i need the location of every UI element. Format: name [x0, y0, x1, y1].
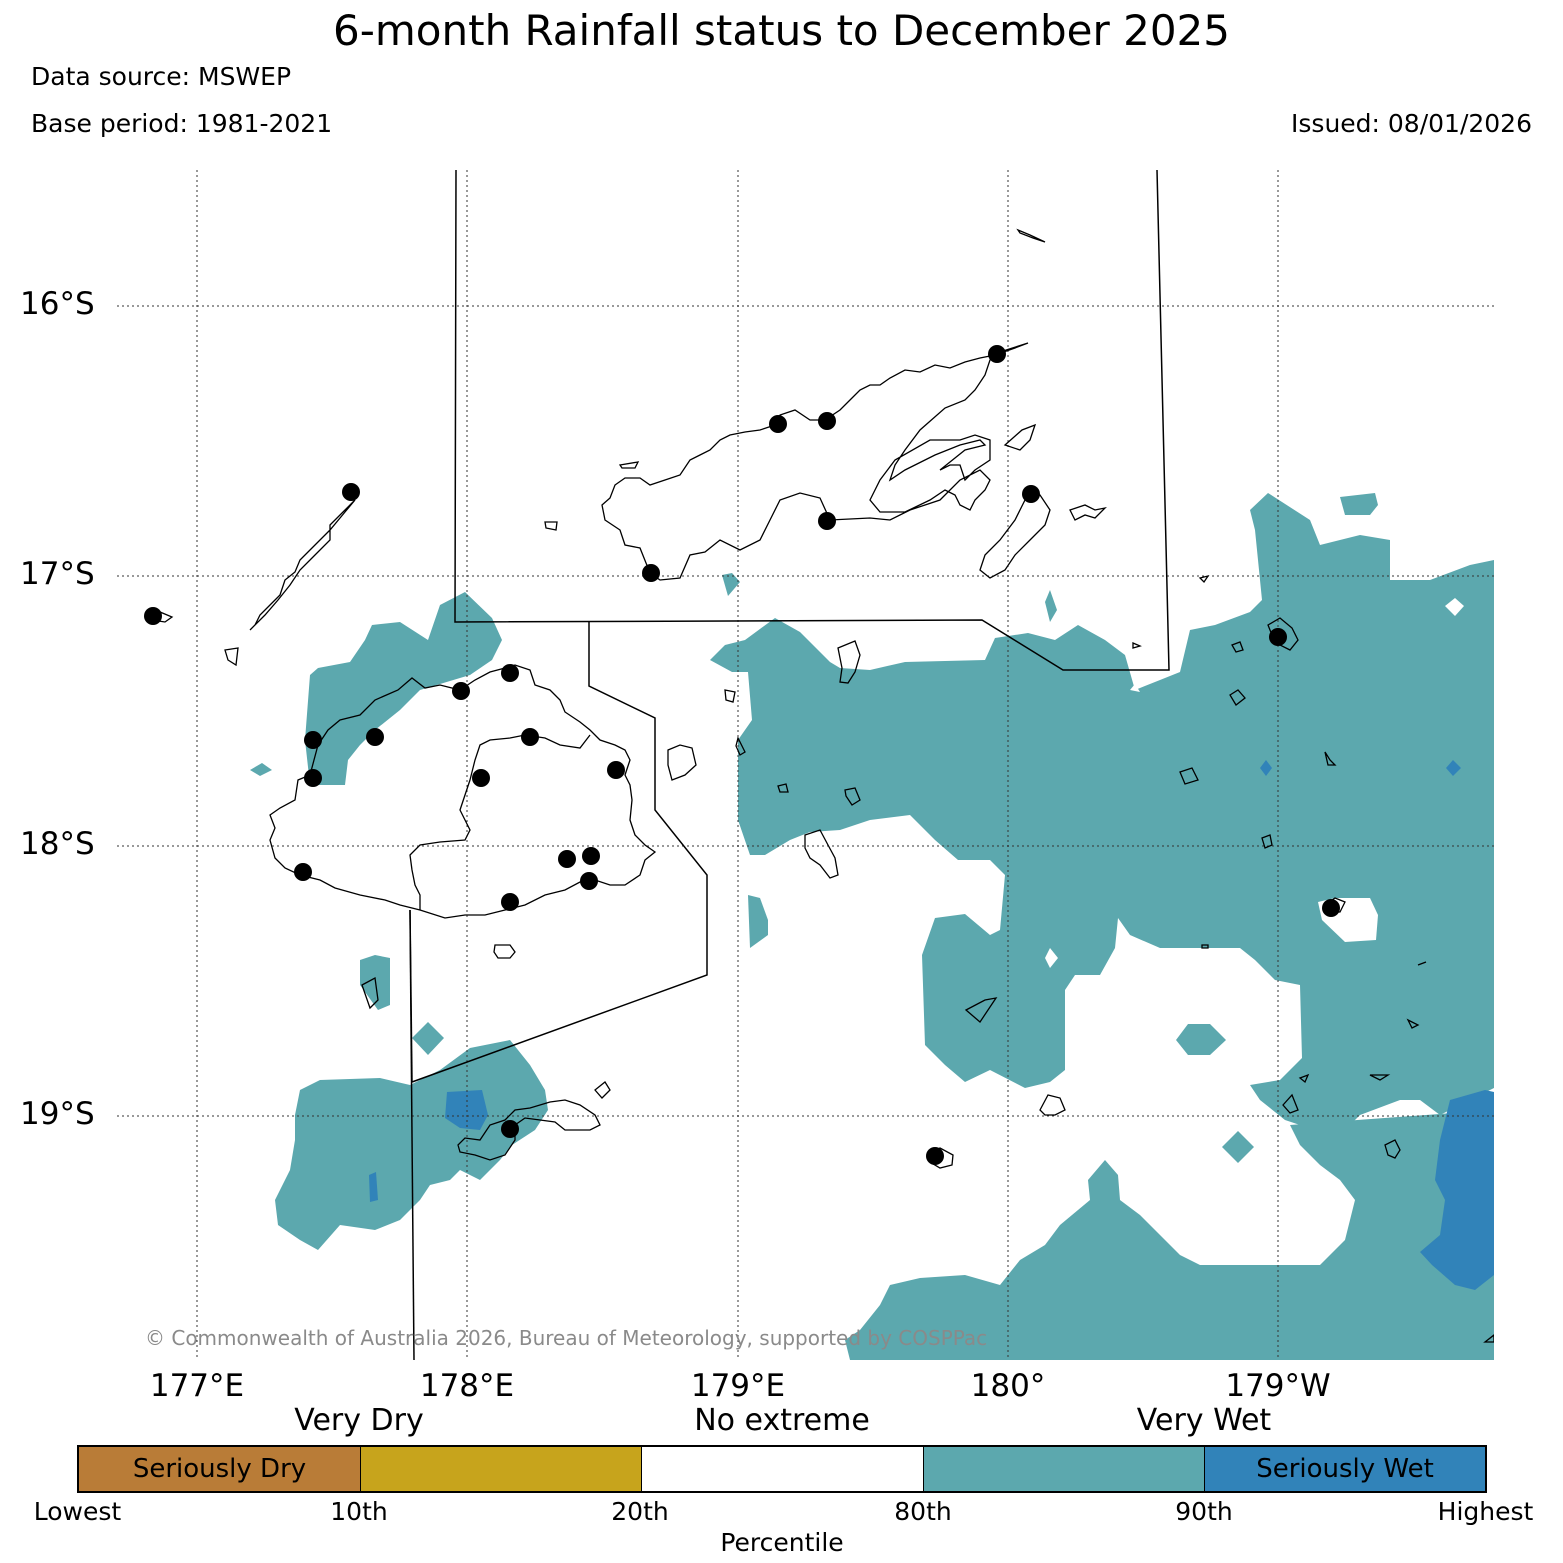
map-title: 6-month Rainfall status to December 2025 — [333, 6, 1230, 55]
wet-region-patch-a — [722, 573, 740, 596]
lat-label-18s: 18°S — [20, 826, 95, 862]
station-marker — [1322, 899, 1340, 917]
lon-label-180: 180° — [970, 1368, 1046, 1404]
very-wet-regions — [250, 493, 1494, 1360]
legend-seg-very-dry — [361, 1447, 642, 1491]
station-marker — [294, 863, 312, 881]
data-source-label: Data source: MSWEP — [31, 62, 292, 91]
legend-group-very-dry: Very Dry — [294, 1403, 424, 1438]
pct-80th: 80th — [894, 1497, 952, 1526]
station-marker — [452, 682, 470, 700]
lat-label-17s: 17°S — [20, 556, 95, 592]
wet-region-east-main — [710, 493, 1494, 1145]
pct-20th: 20th — [611, 1497, 669, 1526]
station-marker — [521, 728, 539, 746]
legend-group-no-extreme: No extreme — [694, 1403, 870, 1438]
wet-region-patch-c — [748, 895, 768, 948]
station-marker — [926, 1147, 944, 1165]
wet-region-east-top — [1340, 493, 1378, 515]
viti-levu-coast — [269, 664, 657, 919]
station-marker — [1269, 628, 1287, 646]
station-marker — [144, 607, 162, 625]
station-marker — [607, 761, 625, 779]
wet-region-patch-g — [1222, 1131, 1254, 1163]
station-marker — [818, 412, 836, 430]
coastlines — [149, 228, 1494, 1343]
lat-label-19s: 19°S — [20, 1096, 95, 1132]
lon-label-177e: 177°E — [149, 1368, 245, 1404]
station-marker — [580, 872, 598, 890]
legend-seg-seriously-dry: Seriously Dry — [79, 1447, 361, 1491]
station-marker — [501, 1120, 519, 1138]
pct-90th: 90th — [1175, 1497, 1233, 1526]
legend-axis-label: Percentile — [720, 1528, 844, 1557]
graticule — [117, 170, 1494, 1360]
legend-seg-very-wet — [924, 1447, 1205, 1491]
station-marker — [472, 769, 490, 787]
base-period-label: Base period: 1981-2021 — [31, 109, 333, 138]
wet-region-southeast — [845, 1110, 1494, 1360]
station-marker — [582, 847, 600, 865]
station-marker — [988, 345, 1006, 363]
copyright-credit: © Commonwealth of Australia 2026, Bureau… — [145, 1326, 988, 1350]
legend-seg-seriously-wet: Seriously Wet — [1205, 1447, 1485, 1491]
legend-seg-no-extreme — [642, 1447, 924, 1491]
wet-region-west-viti — [305, 592, 502, 785]
pct-lowest: Lowest — [33, 1497, 122, 1526]
wet-region-patch-f — [1176, 1024, 1226, 1055]
rain-stations — [144, 345, 1340, 1165]
viti-levu-interior — [409, 734, 591, 910]
station-marker — [501, 664, 519, 682]
station-marker — [304, 731, 322, 749]
wet-region-patch-b — [1045, 590, 1057, 622]
station-marker — [304, 769, 322, 787]
wet-region-small-west — [250, 763, 272, 776]
lat-label-16s: 16°S — [20, 286, 95, 322]
taveuni-coast — [979, 494, 1051, 579]
station-marker — [366, 728, 384, 746]
pct-10th: 10th — [330, 1497, 388, 1526]
wet-region-patch-e — [412, 1022, 444, 1055]
station-marker — [342, 483, 360, 501]
station-marker — [501, 893, 519, 911]
station-marker — [1022, 485, 1040, 503]
vanua-levu-coast — [601, 342, 1029, 581]
issued-date-label: Issued: 08/01/2026 — [1291, 109, 1532, 138]
station-marker — [769, 415, 787, 433]
lon-label-179w: 179°W — [1225, 1368, 1331, 1404]
lon-label-179e: 179°E — [690, 1368, 786, 1404]
pct-highest: Highest — [1437, 1497, 1534, 1526]
legend-colorbar: Seriously Dry Seriously Wet — [77, 1445, 1487, 1493]
station-marker — [642, 564, 660, 582]
station-marker — [818, 512, 836, 530]
seriously-wet-regions — [369, 760, 1494, 1290]
seriously-wet-east — [1420, 1090, 1494, 1290]
lon-label-178e: 178°E — [419, 1368, 515, 1404]
division-boundaries — [409, 170, 1170, 1360]
station-marker — [558, 850, 576, 868]
legend-group-very-wet: Very Wet — [1136, 1403, 1272, 1438]
seriously-wet-small — [369, 1172, 378, 1202]
